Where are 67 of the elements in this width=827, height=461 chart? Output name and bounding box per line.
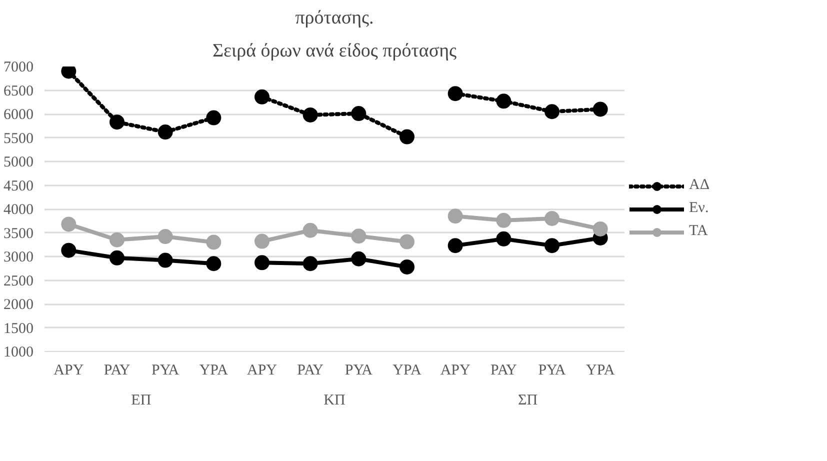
point bbox=[400, 129, 414, 144]
point bbox=[544, 211, 560, 226]
x-tick-label: ΑΡΥ bbox=[246, 362, 278, 378]
x-tick-label: ΡΥΑ bbox=[538, 362, 566, 378]
x-tick-label: ΥΡΑ bbox=[586, 362, 615, 378]
point bbox=[496, 231, 512, 246]
x-tick-label: ΥΡΑ bbox=[199, 362, 228, 378]
point bbox=[448, 238, 463, 254]
point bbox=[110, 232, 124, 248]
point bbox=[110, 250, 124, 266]
point bbox=[448, 208, 463, 224]
y-tick-label: 6000 bbox=[4, 107, 34, 123]
point bbox=[302, 222, 318, 238]
point bbox=[158, 252, 173, 268]
x-tick-label: ΡΥΑ bbox=[152, 362, 180, 378]
legend-label: ΤΑ bbox=[689, 223, 709, 240]
text: ΕΠ bbox=[131, 392, 152, 408]
x-tick-label: ΥΡΑ bbox=[392, 362, 422, 378]
point bbox=[592, 221, 608, 236]
point bbox=[592, 102, 608, 117]
text: ΚΠ bbox=[324, 392, 346, 408]
y-tick-label: 2000 bbox=[4, 297, 34, 313]
point bbox=[496, 94, 512, 109]
legend-label: ΑΔ bbox=[689, 177, 710, 194]
x-tick-label: ΡΥΑ bbox=[344, 362, 373, 378]
x-tick-label: ΡΑΥ bbox=[104, 362, 130, 378]
y-tick-label: 4500 bbox=[4, 178, 34, 194]
point bbox=[206, 110, 222, 126]
y-tick-label: 1500 bbox=[4, 320, 34, 337]
x-tick-label: ΑΡΥ bbox=[440, 362, 471, 378]
y-tick-label: 5500 bbox=[4, 130, 34, 147]
point bbox=[496, 212, 512, 228]
point bbox=[544, 104, 560, 120]
point bbox=[448, 86, 463, 102]
y-tick-label: 2500 bbox=[4, 273, 34, 290]
point bbox=[61, 216, 76, 232]
point bbox=[158, 124, 173, 140]
point bbox=[254, 89, 270, 104]
y-tick-label: 4000 bbox=[4, 202, 34, 218]
point bbox=[400, 234, 414, 250]
point bbox=[61, 242, 76, 258]
point bbox=[351, 106, 366, 122]
y-tick-label: 7000 bbox=[4, 60, 34, 76]
point bbox=[110, 114, 124, 130]
y-tick-label: 3500 bbox=[4, 226, 34, 242]
y-tick-label: 3000 bbox=[4, 250, 34, 266]
chart-title: Σειρά όρων ανά είδος πρότασης bbox=[212, 40, 458, 62]
point bbox=[400, 259, 414, 274]
point bbox=[254, 234, 270, 249]
point bbox=[254, 255, 270, 270]
point bbox=[206, 256, 222, 272]
point bbox=[351, 251, 366, 266]
point bbox=[302, 107, 318, 122]
x-tick-label: ΡΑΥ bbox=[490, 362, 518, 378]
point bbox=[544, 238, 560, 254]
point bbox=[302, 256, 318, 272]
text: ΣΠ bbox=[518, 392, 538, 408]
legend-label: Εν. bbox=[689, 200, 709, 217]
point bbox=[158, 229, 173, 244]
y-tick-label: 6500 bbox=[4, 83, 34, 100]
point bbox=[206, 234, 222, 250]
y-tick-label: 5000 bbox=[4, 154, 34, 170]
point bbox=[351, 228, 366, 244]
y-tick-label: 1000 bbox=[4, 344, 34, 360]
text: πρότασης. bbox=[295, 8, 374, 28]
x-tick-label: ΑΡΥ bbox=[54, 362, 84, 378]
x-tick-label: ΡΑΥ bbox=[297, 362, 324, 378]
